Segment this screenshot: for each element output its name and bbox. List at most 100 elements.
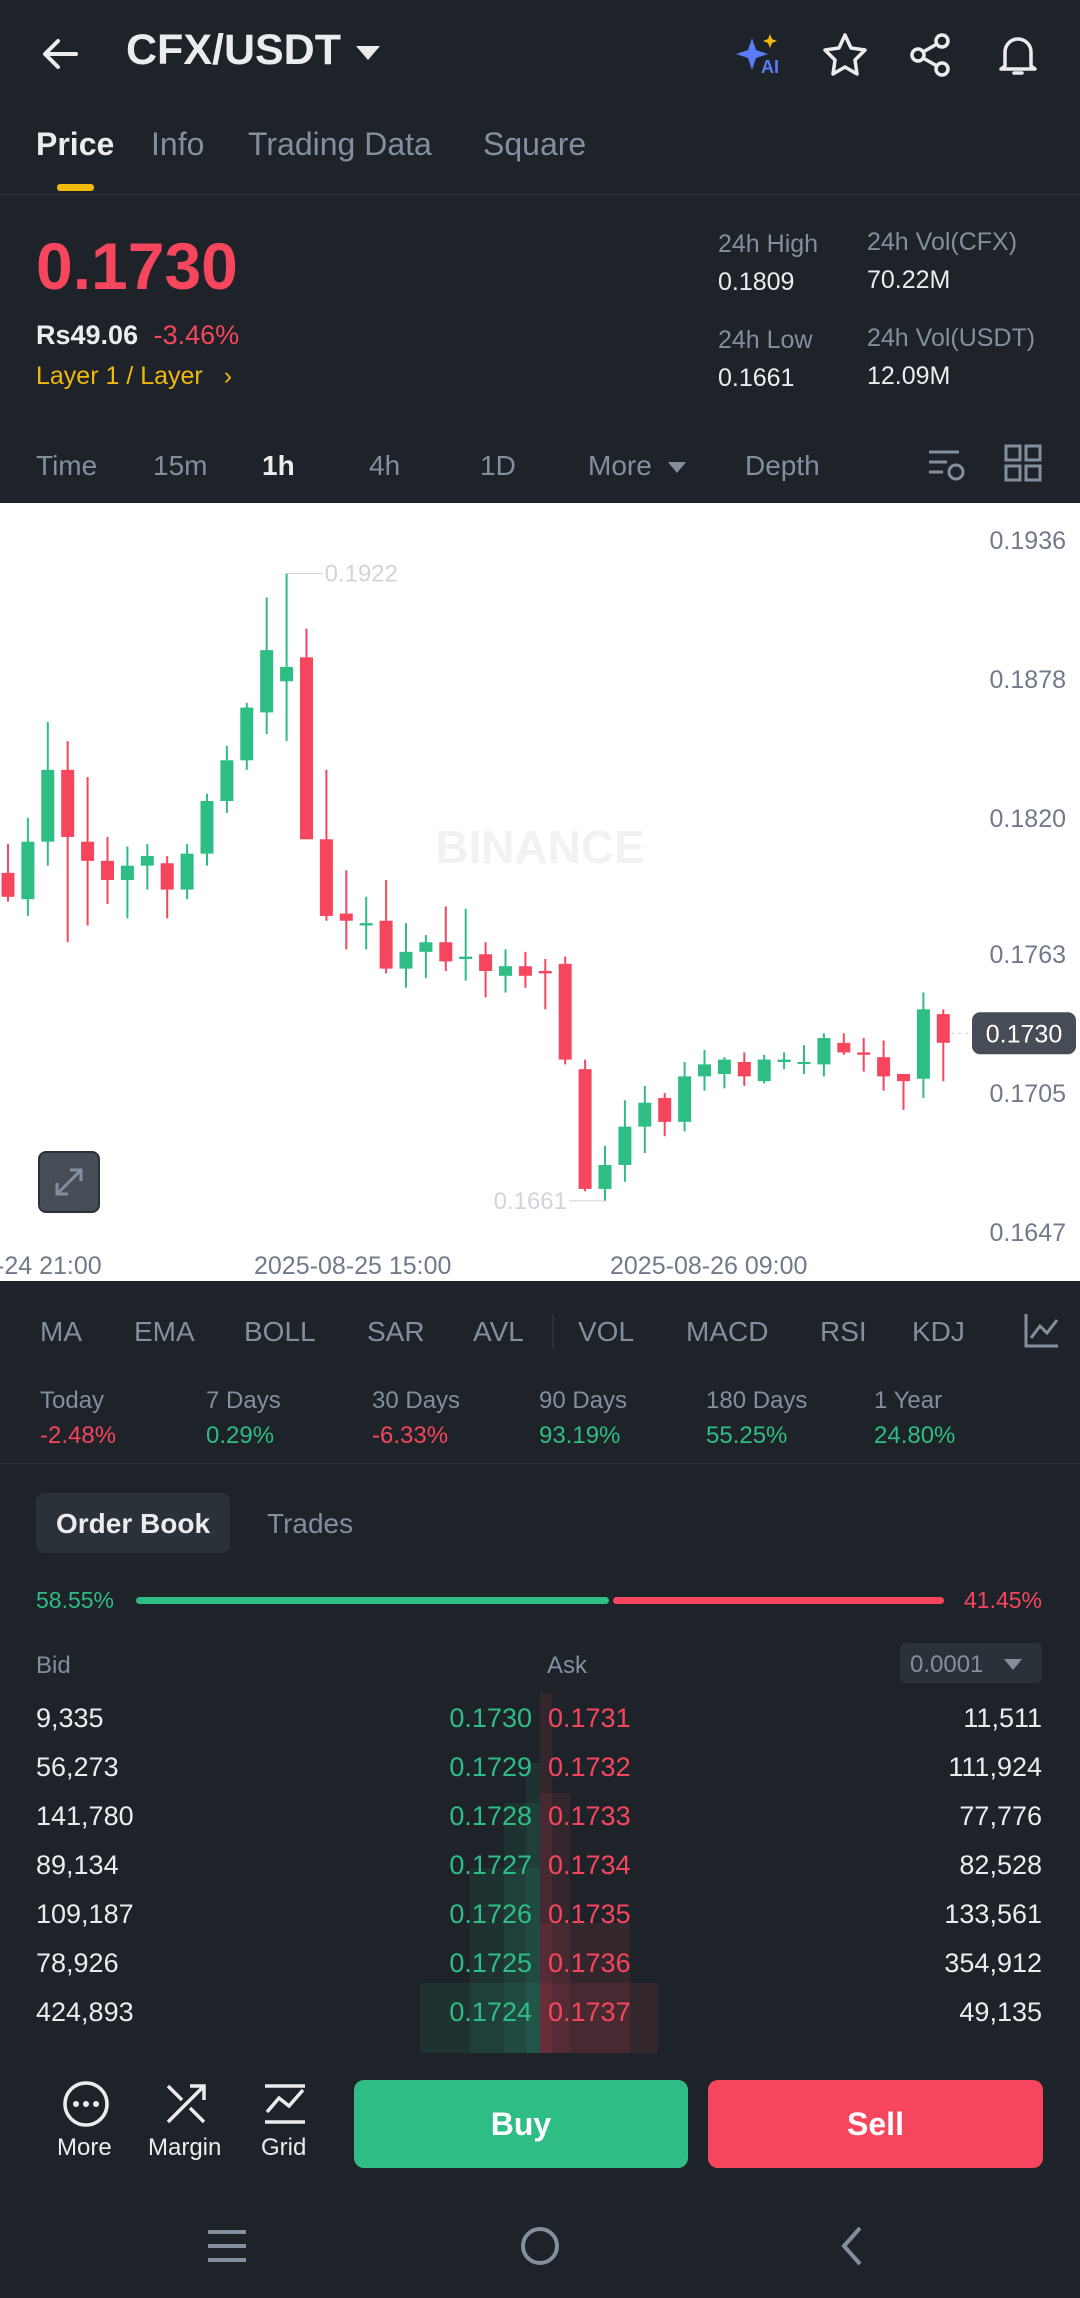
candle-body xyxy=(300,657,313,840)
bid-depth-shade xyxy=(526,1763,540,2053)
share-icon[interactable] xyxy=(906,30,956,80)
tab-square[interactable]: Square xyxy=(483,126,587,162)
tab-price[interactable]: Price xyxy=(36,126,115,162)
candle-body xyxy=(41,769,55,842)
candle-body xyxy=(897,1073,910,1082)
back-arrow-icon[interactable] xyxy=(36,28,88,80)
vol-quote-value: 12.09M xyxy=(867,362,951,390)
y-axis-tick-label: 0.1878 xyxy=(990,666,1066,694)
order-book-row[interactable]: 78,926 0.1725 0.1736 354,912 xyxy=(0,1938,1080,1987)
interval-1d[interactable]: 1D xyxy=(480,450,516,481)
sell-button[interactable]: Sell xyxy=(708,2080,1043,2168)
candle-body xyxy=(558,963,572,1060)
chart-canvas[interactable]: BINANCE 0.1936 0.1878 0.1820 0.1763 0.1705 0.1… xyxy=(0,503,1080,1281)
chart-settings-icon[interactable] xyxy=(926,444,966,484)
interval-4h[interactable]: 4h xyxy=(369,450,401,481)
candle-body xyxy=(21,841,35,900)
bid-quantity: 56,273 xyxy=(36,1752,119,1782)
bid-ratio-bar xyxy=(136,1597,609,1604)
ask-quantity: 77,776 xyxy=(959,1801,1042,1831)
bid-ratio-label: 58.55% xyxy=(36,1587,115,1613)
candlestick-chart[interactable]: BINANCE 0.1936 0.1878 0.1820 0.1763 0.1705 0.1… xyxy=(0,503,1080,1281)
order-book-row[interactable]: 56,273 0.1729 0.1732 111,924 xyxy=(0,1742,1080,1791)
more-label[interactable]: More xyxy=(57,2134,112,2161)
interval-more[interactable]: More xyxy=(588,450,686,482)
y-axis-tick-label: 0.1705 xyxy=(990,1080,1066,1108)
perf-today-value: -2.48% xyxy=(40,1422,117,1449)
indicator-ema[interactable]: EMA xyxy=(134,1316,195,1347)
active-tab-indicator xyxy=(57,184,94,191)
candle-body xyxy=(777,1059,791,1062)
tab-trades[interactable]: Trades xyxy=(267,1508,354,1539)
trading-pair-title[interactable]: CFX/USDT xyxy=(126,26,341,74)
perf-30d-label: 30 Days xyxy=(372,1387,461,1414)
system-back-icon[interactable] xyxy=(834,2224,870,2268)
candle-body xyxy=(578,1069,592,1189)
buy-button[interactable]: Buy xyxy=(354,2080,688,2168)
perf-1y-label: 1 Year xyxy=(874,1387,943,1414)
indicator-sar[interactable]: SAR xyxy=(367,1316,425,1347)
ask-price: 0.1733 xyxy=(548,1801,631,1831)
order-book-row[interactable]: 9,335 0.1730 0.1731 11,511 xyxy=(0,1693,1080,1742)
vol-base-value: 70.22M xyxy=(867,266,951,294)
pair-dropdown-icon[interactable] xyxy=(356,46,380,60)
order-book-row[interactable]: 141,780 0.1728 0.1733 77,776 xyxy=(0,1791,1080,1840)
indicator-vol[interactable]: VOL xyxy=(578,1316,635,1347)
ask-quantity: 82,528 xyxy=(959,1850,1042,1880)
indicator-rsi[interactable]: RSI xyxy=(820,1316,867,1347)
ask-quantity: 111,924 xyxy=(948,1752,1042,1782)
interval-time[interactable]: Time xyxy=(36,450,98,481)
order-book-row[interactable]: 424,893 0.1724 0.1737 49,135 xyxy=(0,1987,1080,2036)
grid-label[interactable]: Grid xyxy=(261,2134,307,2161)
interval-1h[interactable]: 1h xyxy=(262,450,295,481)
candle-body xyxy=(737,1061,751,1077)
tab-trading-data[interactable]: Trading Data xyxy=(248,126,432,162)
caret-down-icon xyxy=(1004,1659,1022,1670)
more-dots-icon xyxy=(63,2081,109,2127)
ask-depth-shade xyxy=(540,1693,552,2053)
ask-price: 0.1731 xyxy=(548,1703,631,1733)
interval-more-label: More xyxy=(588,450,652,481)
ai-sparkle-icon[interactable]: AI xyxy=(734,30,784,80)
ask-depth-shade xyxy=(540,1793,570,2053)
indicator-boll[interactable]: BOLL xyxy=(244,1316,316,1347)
expand-chart-icon[interactable] xyxy=(38,1151,100,1213)
candle-body xyxy=(240,707,254,761)
more-button[interactable] xyxy=(60,2078,112,2130)
candle-body xyxy=(837,1042,851,1053)
tab-info[interactable]: Info xyxy=(151,126,205,162)
chevron-right-icon: › xyxy=(223,362,233,390)
candle-body xyxy=(260,650,274,713)
star-icon[interactable] xyxy=(820,30,870,80)
bid-price: 0.1724 xyxy=(449,1997,532,2027)
candle-body xyxy=(200,800,214,854)
interval-15m[interactable]: 15m xyxy=(153,450,208,481)
recent-apps-icon[interactable] xyxy=(204,2226,250,2266)
candle-body xyxy=(160,863,174,890)
category-tag[interactable]: Layer 1 / Layer › xyxy=(36,362,232,391)
margin-label[interactable]: Margin xyxy=(148,2134,222,2161)
indicator-kdj[interactable]: KDJ xyxy=(912,1316,965,1347)
interval-depth[interactable]: Depth xyxy=(745,450,820,481)
candle-body xyxy=(658,1097,672,1122)
indicator-macd[interactable]: MACD xyxy=(686,1316,769,1347)
candle-body xyxy=(101,860,114,881)
grid-trading-icon xyxy=(265,2084,305,2124)
indicator-avl[interactable]: AVL xyxy=(473,1316,524,1347)
tab-order-book[interactable]: Order Book xyxy=(36,1493,230,1553)
current-price-tag xyxy=(972,1012,1076,1055)
indicator-settings-icon[interactable] xyxy=(1022,1310,1062,1350)
precision-select[interactable]: 0.0001 xyxy=(900,1643,1042,1683)
margin-button[interactable] xyxy=(160,2078,212,2130)
grid-layout-icon[interactable] xyxy=(1004,444,1042,482)
bid-price: 0.1727 xyxy=(449,1850,532,1880)
high-value: 0.1809 xyxy=(718,268,795,296)
divider xyxy=(0,1463,1080,1464)
grid-button[interactable] xyxy=(259,2078,311,2130)
bell-icon[interactable] xyxy=(993,30,1043,80)
home-icon[interactable] xyxy=(518,2224,562,2268)
bid-price: 0.1729 xyxy=(449,1752,532,1782)
order-book-row[interactable]: 89,134 0.1727 0.1734 82,528 xyxy=(0,1840,1080,1889)
order-book-row[interactable]: 109,187 0.1726 0.1735 133,561 xyxy=(0,1889,1080,1938)
indicator-ma[interactable]: MA xyxy=(40,1316,82,1347)
